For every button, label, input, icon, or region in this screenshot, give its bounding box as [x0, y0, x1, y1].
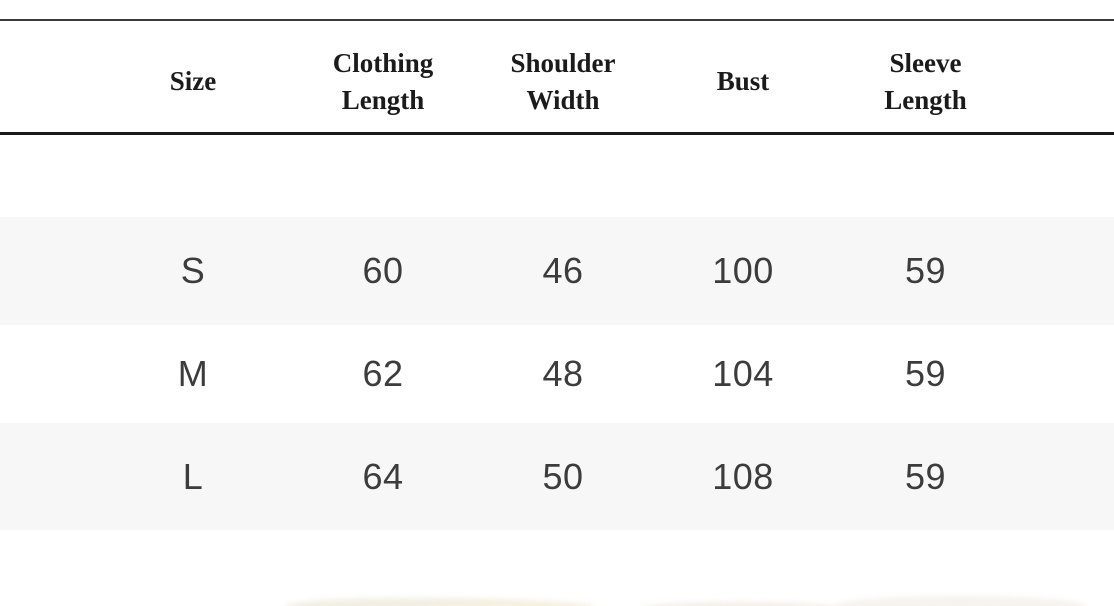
cell-size: S	[180, 250, 206, 291]
cell-shoulder-width: 46	[542, 250, 584, 291]
photo-edge-blob	[835, 596, 1085, 606]
cell-sleeve-length: 59	[904, 455, 947, 497]
photo-edge-blob	[640, 602, 840, 606]
cell-size: M	[177, 353, 209, 394]
table-row-size-m: M 62 48 104 59	[0, 325, 1114, 423]
column-header-size-label: Size	[169, 66, 217, 97]
cell-clothing-length: 64	[362, 455, 404, 497]
cell-shoulder-width: 48	[542, 353, 584, 394]
cell-clothing-length: 62	[362, 353, 404, 394]
column-header-clothing-length-label: Clothing Length	[332, 48, 434, 115]
photo-edge-blob	[425, 600, 595, 606]
cell-bust: 108	[712, 455, 774, 497]
cell-clothing-length: 60	[362, 250, 404, 291]
photo-edge-blob	[285, 598, 525, 606]
table-row-size-l: L 64 50 108 59	[0, 423, 1114, 530]
cell-bust: 104	[712, 353, 774, 394]
column-header-bust: Bust	[653, 53, 833, 99]
table-row-size-s: S 60 46 100 59	[0, 217, 1114, 325]
header-gap-spacer	[0, 135, 1114, 217]
cell-shoulder-width: 50	[542, 455, 584, 497]
column-header-size: Size	[93, 53, 293, 99]
size-chart-header-row: Size Clothing Length Shoulder Width Bust…	[0, 19, 1114, 135]
column-header-sleeve-length: Sleeve Length	[833, 35, 1018, 118]
column-header-sleeve-length-label: Sleeve Length	[884, 48, 967, 115]
cell-sleeve-length: 59	[904, 250, 947, 291]
cell-sleeve-length: 59	[904, 353, 947, 394]
column-header-bust-label: Bust	[716, 66, 770, 97]
column-header-clothing-length: Clothing Length	[293, 35, 473, 118]
column-header-shoulder-width-label: Shoulder Width	[510, 48, 616, 115]
bottom-photo-edge	[0, 530, 1114, 606]
cell-bust: 100	[712, 250, 774, 291]
column-header-shoulder-width: Shoulder Width	[473, 35, 653, 118]
cell-size: L	[182, 455, 204, 497]
